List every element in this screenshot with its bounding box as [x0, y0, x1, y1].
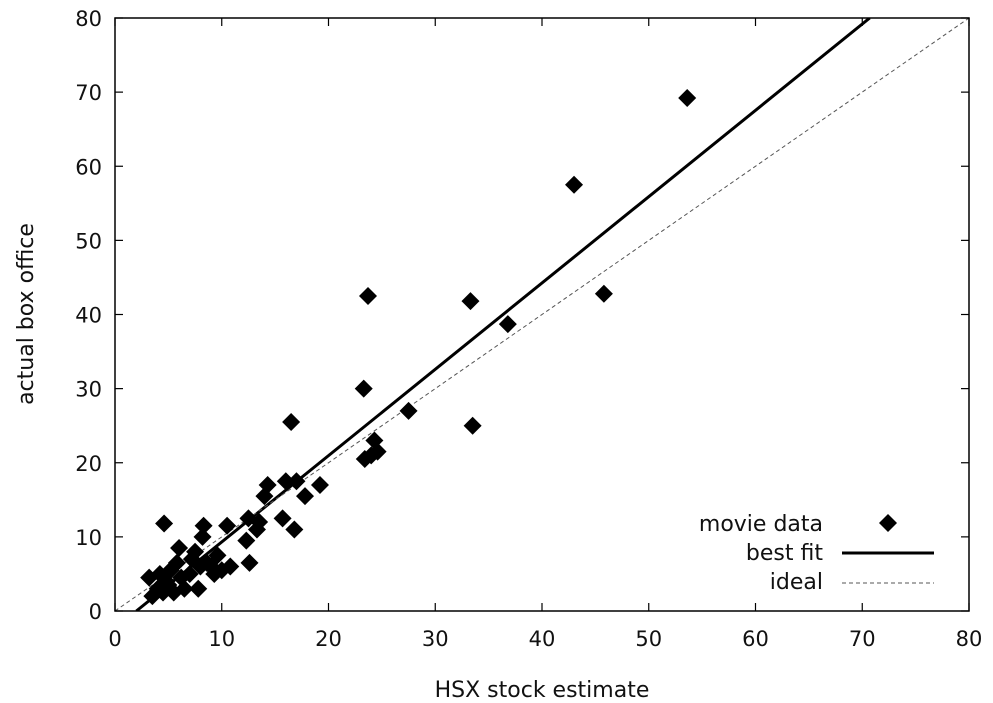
x-tick-label: 0	[108, 627, 121, 651]
plot-area	[115, 18, 969, 611]
data-point	[170, 538, 189, 557]
data-point	[498, 315, 517, 334]
x-tick-label: 80	[956, 627, 983, 651]
data-point	[678, 89, 697, 108]
data-point	[565, 175, 584, 194]
data-point	[208, 546, 227, 565]
y-tick-label: 50	[75, 229, 102, 253]
data-point	[282, 412, 301, 431]
y-tick-label: 30	[75, 378, 102, 402]
x-axis: 0 10 20 30 40 50 60 70 80	[108, 18, 982, 651]
data-point	[354, 379, 373, 398]
data-point	[189, 579, 208, 598]
data-point	[258, 475, 277, 494]
y-tick-label: 40	[75, 304, 102, 328]
data-point	[193, 527, 212, 546]
y-axis-label: actual box office	[14, 223, 39, 405]
data-point	[310, 475, 329, 494]
data-point	[180, 564, 199, 583]
x-tick-label: 30	[422, 627, 449, 651]
data-point	[175, 579, 194, 598]
y-axis: 0 10 20 30 40 50 60 70 80	[75, 7, 969, 624]
data-point	[237, 531, 256, 550]
series-line-best-fit	[135, 18, 871, 611]
data-point	[167, 553, 186, 572]
x-tick-label: 60	[742, 627, 769, 651]
data-point	[285, 520, 304, 539]
legend: movie data best fit ideal	[699, 512, 934, 595]
y-tick-label: 0	[89, 600, 102, 624]
y-tick-label: 20	[75, 452, 102, 476]
data-point	[399, 401, 418, 420]
legend-label-ideal: ideal	[770, 570, 823, 595]
y-tick-label: 80	[75, 7, 102, 31]
x-tick-label: 70	[849, 627, 876, 651]
y-tick-label: 10	[75, 526, 102, 550]
data-point	[368, 442, 387, 461]
data-point	[250, 513, 269, 532]
x-tick-label: 20	[315, 627, 342, 651]
x-axis-label: HSX stock estimate	[435, 678, 650, 703]
data-point	[461, 292, 480, 311]
x-tick-label: 10	[208, 627, 235, 651]
plot-frame	[114, 17, 970, 612]
y-tick-label: 60	[75, 155, 102, 179]
data-point	[463, 416, 482, 435]
data-point	[186, 542, 205, 561]
legend-label-movie-data: movie data	[699, 512, 823, 537]
y-tick-label: 70	[75, 81, 102, 105]
data-point	[296, 487, 315, 506]
data-point	[273, 509, 292, 528]
data-point	[287, 472, 306, 491]
data-point	[240, 553, 259, 572]
data-point	[218, 516, 237, 535]
x-tick-label: 40	[529, 627, 556, 651]
legend-label-best-fit: best fit	[746, 541, 823, 566]
data-point	[594, 284, 613, 303]
data-point	[221, 557, 240, 576]
series-line-ideal	[115, 18, 969, 611]
data-point	[194, 516, 213, 535]
x-tick-label: 50	[635, 627, 662, 651]
data-point	[358, 286, 377, 305]
data-point	[155, 514, 174, 533]
legend-marker-movie-data	[879, 514, 897, 532]
data-point	[276, 472, 295, 491]
